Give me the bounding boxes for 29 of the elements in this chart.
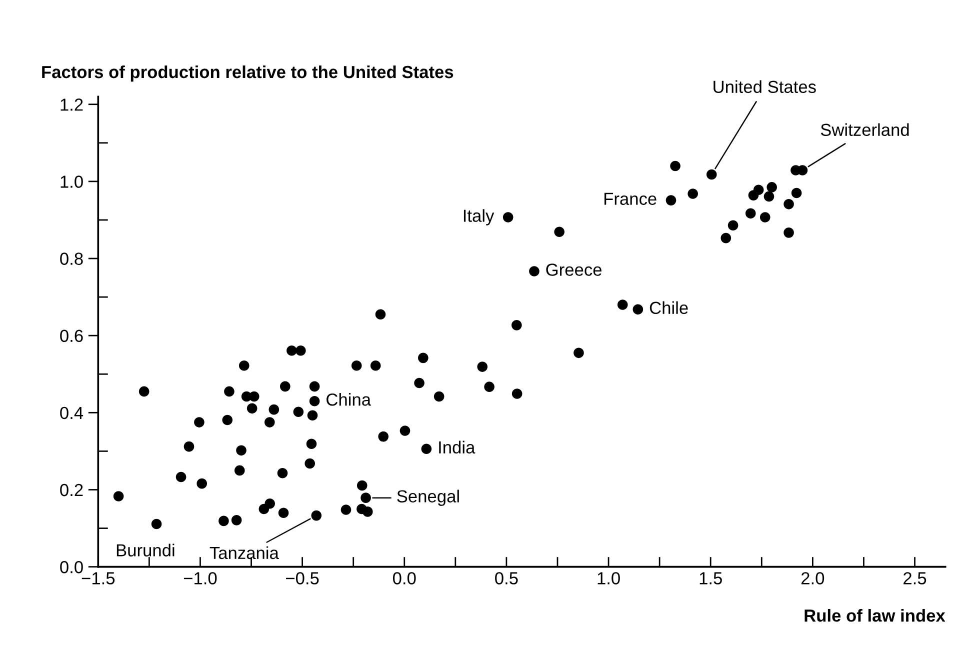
- y-tick-label: 0.2: [60, 484, 83, 496]
- annotation: France: [604, 192, 656, 205]
- y-tick-label: 1.0: [60, 176, 83, 188]
- y-tick-label: 0.0: [60, 560, 83, 574]
- y-axis-title: Factors of production relative to the United States: [42, 65, 454, 82]
- annotation: China: [326, 393, 372, 406]
- x-tick-label: 2.0: [801, 572, 824, 584]
- x-tick-label: −0.5: [286, 572, 319, 584]
- x-tick-label: −1.0: [184, 572, 217, 584]
- annotation: Tanzania: [210, 546, 279, 560]
- annotation: Switzerland: [820, 123, 909, 136]
- y-tick-label: 1.2: [60, 98, 83, 111]
- annotation: Chile: [650, 301, 688, 314]
- annotation: India: [439, 440, 476, 454]
- x-tick-label: 1.5: [700, 572, 722, 584]
- annotation: Italy: [464, 209, 494, 226]
- x-axis-title: Rule of law index: [804, 608, 946, 622]
- annotation: United States: [714, 80, 816, 94]
- annotation: Burundi: [116, 544, 174, 556]
- x-tick-label: 0.5: [495, 572, 518, 584]
- annotation: Senegal: [397, 490, 459, 506]
- y-tick-label: 0.6: [60, 330, 83, 342]
- x-tick-label: −1.5: [82, 572, 115, 584]
- x-tick-label: 1.0: [598, 572, 620, 584]
- x-tick-label: 2.5: [904, 572, 926, 584]
- annotation: Greece: [546, 264, 602, 276]
- x-tick-label: 0.0: [392, 572, 416, 584]
- y-tick-label: 0.8: [60, 252, 83, 265]
- y-tick-label: 0.4: [60, 406, 84, 420]
